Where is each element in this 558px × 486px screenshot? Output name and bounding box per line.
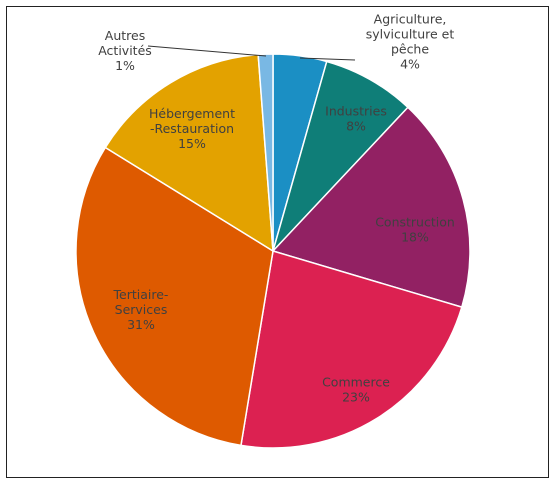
slice-category: Agriculture, xyxy=(374,12,447,27)
slice-category: Tertiaire- xyxy=(113,287,169,302)
slice-category: Autres xyxy=(105,28,145,43)
pie-slice xyxy=(240,250,463,449)
slice-category: Hébergement xyxy=(149,106,235,121)
slice-percent: 1% xyxy=(115,58,135,73)
slice-category: -Restauration xyxy=(150,121,234,136)
slice-percent: 15% xyxy=(178,136,206,151)
slice-category: sylviculture et xyxy=(366,27,455,42)
slice-category: Industries xyxy=(325,104,387,119)
slice-category: Activités xyxy=(98,43,152,58)
slice-percent: 31% xyxy=(127,317,155,332)
slice-percent: 8% xyxy=(346,119,366,134)
slice-category: Services xyxy=(115,302,168,317)
pie-slice xyxy=(271,106,471,309)
leader-line xyxy=(299,57,356,61)
slice-percent: 18% xyxy=(401,230,429,245)
slice-category: Construction xyxy=(375,215,455,230)
slice-percent: 23% xyxy=(342,390,370,405)
pie-slice xyxy=(257,53,274,252)
slice-category: pêche xyxy=(391,42,429,57)
slice-category: Commerce xyxy=(322,375,390,390)
pie-slice xyxy=(104,53,274,253)
pie-slice xyxy=(75,146,274,447)
slice-percent: 4% xyxy=(400,57,420,72)
leader-line xyxy=(147,45,267,57)
pie-slice xyxy=(272,60,409,252)
pie-slices xyxy=(75,53,471,449)
